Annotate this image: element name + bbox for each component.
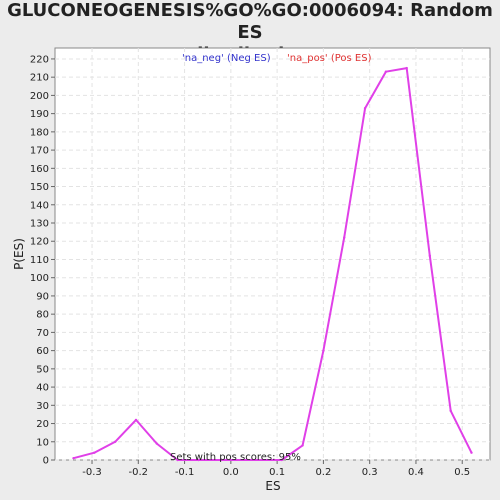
axes: 0 10 20 30 40 50 60 70 80 90 100 110 120 130 140 150 160… (30, 54, 470, 478)
x-tick-label: 0.3 (362, 467, 378, 478)
data-point (155, 442, 159, 445)
data-point (449, 409, 452, 412)
data-point (113, 440, 117, 443)
x-tick-label: 0.2 (315, 467, 331, 478)
y-tick-label: 170 (30, 146, 49, 157)
y-tick-label: 90 (36, 291, 49, 302)
y-tick-label: 180 (30, 127, 49, 138)
y-tick-label: 20 (36, 419, 49, 430)
y-tick-label: 190 (30, 109, 49, 120)
y-tick-label: 120 (30, 237, 49, 248)
data-point (405, 66, 408, 70)
data-point (301, 444, 304, 447)
series-layer (72, 66, 473, 462)
y-tick-label: 200 (30, 91, 49, 102)
y-tick-label: 210 (30, 73, 49, 84)
data-point (428, 254, 432, 258)
y-tick-label: 160 (30, 164, 49, 175)
x-tick-label: 0.5 (454, 467, 470, 478)
y-tick-label: 150 (30, 182, 49, 193)
grid (55, 48, 490, 461)
y-tick-label: 10 (36, 437, 49, 448)
chart-title-line1: GLUCONEOGENESIS%GO%GO:0006094: Random ES (7, 0, 493, 43)
data-point (363, 106, 367, 110)
x-axis-label: ES (265, 479, 280, 493)
y-tick-label: 0 (43, 456, 49, 467)
x-tick-label: 0.0 (223, 467, 239, 478)
y-tick-label: 130 (30, 219, 49, 230)
data-point (134, 418, 138, 422)
data-point (470, 451, 473, 454)
legend-entry: 'na_pos' (Pos ES) (287, 53, 372, 64)
legend: 'na_neg' (Neg ES) 'na_pos' (Pos ES) (182, 53, 372, 64)
y-tick-label: 40 (36, 383, 49, 394)
data-point (280, 458, 283, 462)
y-tick-label: 30 (36, 401, 49, 412)
y-tick-label: 80 (36, 310, 49, 321)
data-point (93, 451, 96, 454)
x-tick-label: 0.4 (408, 467, 424, 478)
annotation-text: Sets with pos scores: 95% (170, 452, 301, 463)
x-tick-label: 0.1 (269, 467, 285, 478)
x-tick-label: -0.1 (175, 467, 195, 478)
data-point (343, 236, 346, 239)
data-point (72, 456, 75, 460)
x-tick-label: -0.2 (129, 467, 149, 478)
plot-area (54, 47, 491, 461)
data-point (384, 70, 388, 73)
y-tick-label: 220 (30, 54, 49, 65)
y-tick-label: 110 (30, 255, 49, 266)
legend-entry: 'na_neg' (Neg ES) (182, 53, 271, 64)
y-axis-label: P(ES) (12, 238, 26, 270)
data-point (322, 349, 325, 352)
y-tick-label: 60 (36, 346, 49, 357)
data-point (176, 458, 179, 462)
y-tick-label: 100 (30, 273, 49, 284)
y-tick-label: 140 (30, 200, 49, 211)
y-tick-label: 50 (36, 364, 49, 375)
data-point (197, 458, 200, 462)
x-tick-label: -0.3 (82, 467, 102, 478)
y-tick-label: 70 (36, 328, 49, 339)
